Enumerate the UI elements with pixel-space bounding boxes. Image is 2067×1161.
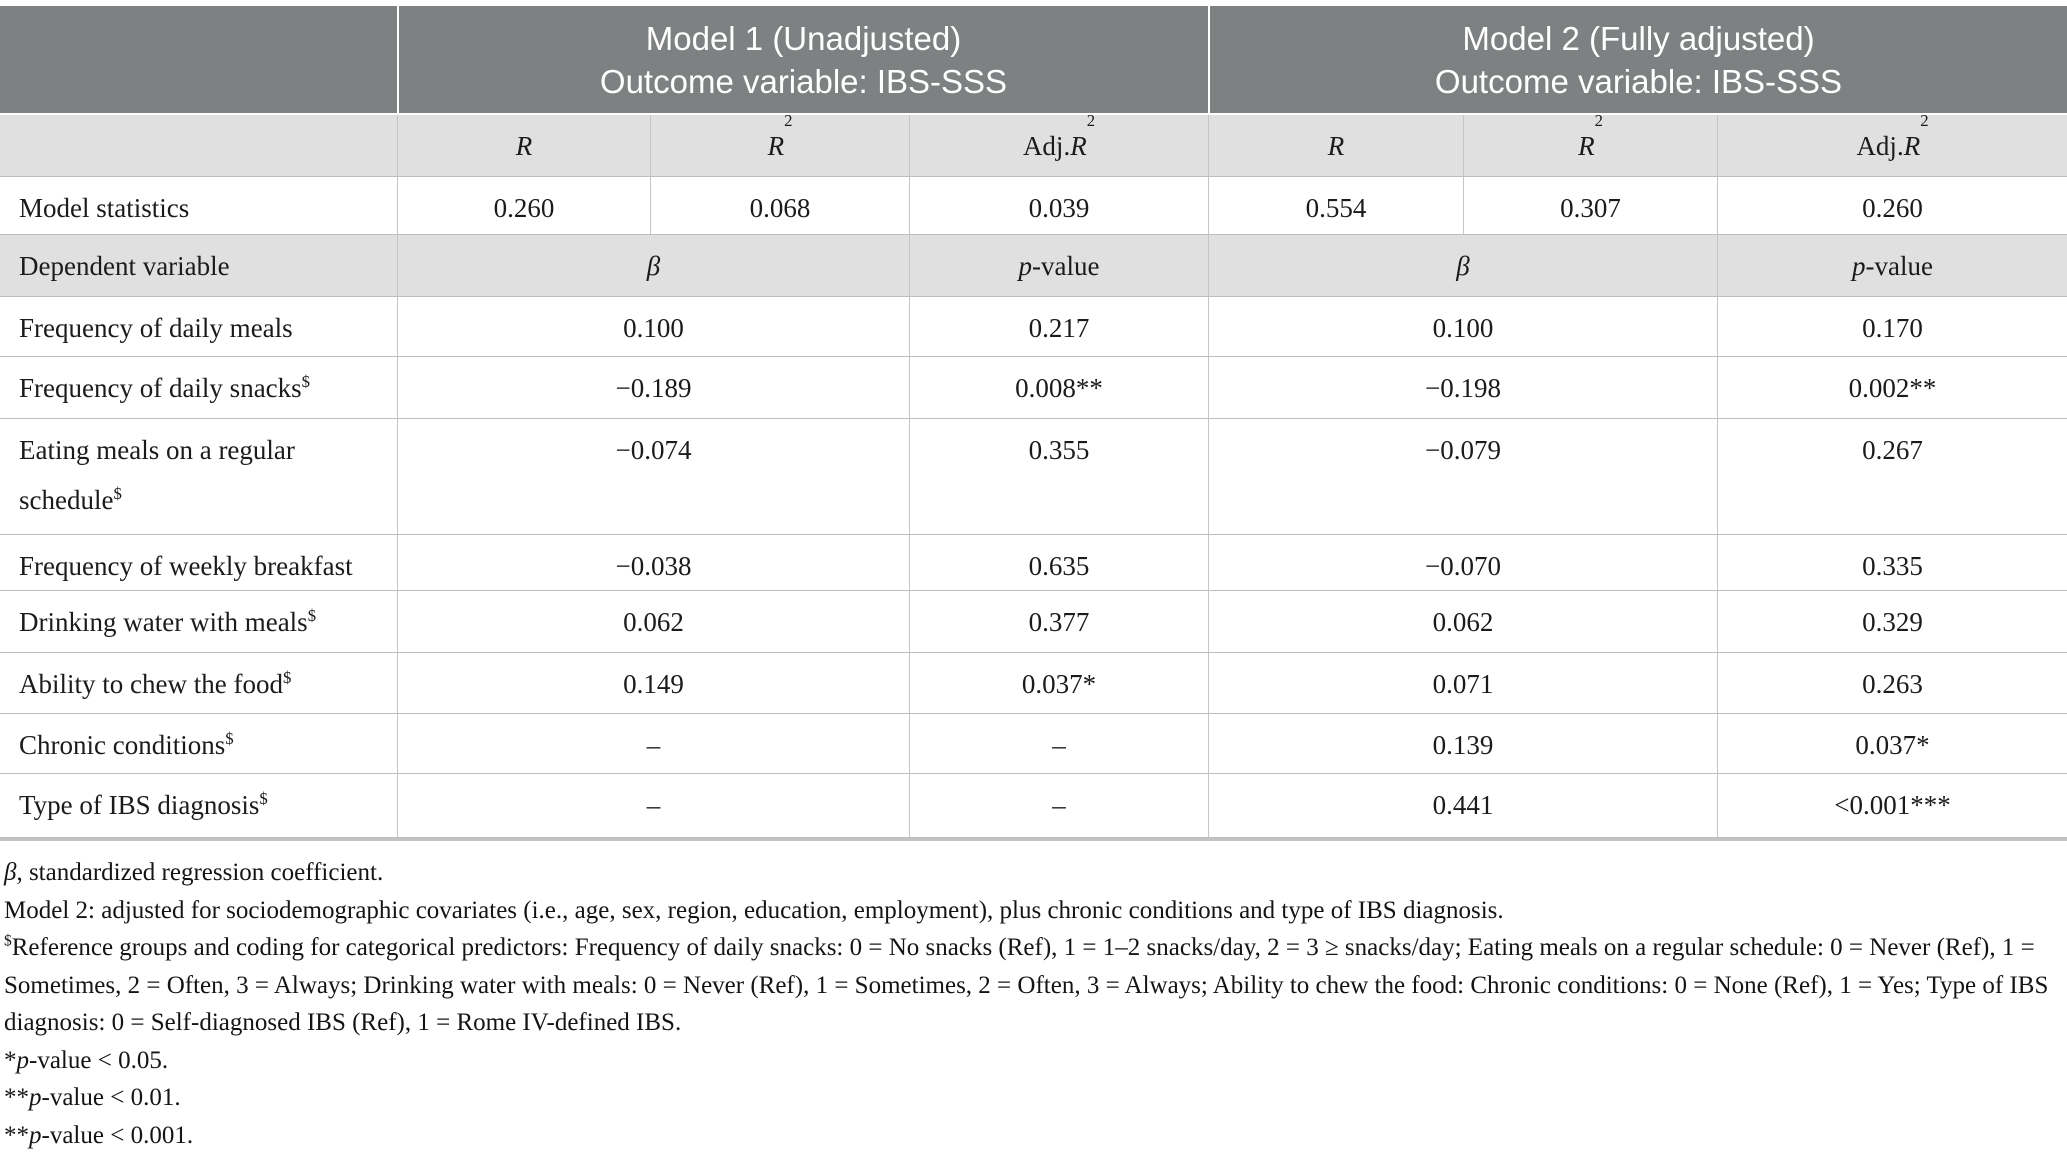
- p-value-cell: 0.037*: [909, 653, 1208, 713]
- footnote-marker: $: [307, 606, 317, 625]
- p-value-cell: 0.335: [1717, 535, 2067, 591]
- beta-cell: 0.062: [397, 591, 909, 652]
- table-row: Drinking water with meals$ 0.062 0.377 0.06…: [0, 591, 2067, 653]
- beta-cell: 0.100: [397, 297, 909, 356]
- header-band-corner: [0, 6, 397, 113]
- row-label: Type of IBS diagnosis$: [19, 789, 268, 820]
- row-label: Drinking water with meals$: [19, 606, 317, 637]
- footnote-line: **p-value < 0.01.: [4, 1084, 181, 1111]
- beta-cell: −0.189: [397, 357, 909, 418]
- row-label: Ability to chew the food$: [19, 668, 292, 699]
- beta-cell: 0.149: [397, 653, 909, 713]
- footnote-marker: $: [113, 484, 122, 503]
- table-row: Frequency of daily meals 0.100 0.217 0.100 0…: [0, 297, 2067, 357]
- p-value-cell: <0.001***: [1717, 774, 2067, 837]
- footnote-marker: $: [225, 729, 234, 748]
- adjr2-value-m1: 0.039: [909, 177, 1208, 234]
- regression-table-figure: Model 1 (Unadjusted) Outcome variable: I…: [0, 6, 2067, 1161]
- r-value-m2: 0.554: [1208, 177, 1463, 234]
- row-label: Frequency of daily meals: [19, 313, 293, 343]
- col-header-r-m2: R: [1208, 115, 1463, 176]
- p-value-header-m1: p -value: [909, 235, 1208, 296]
- p-value-header-m2: p -value: [1717, 235, 2067, 296]
- beta-cell: −0.198: [1208, 357, 1717, 418]
- p-value-cell: 0.635: [909, 535, 1208, 591]
- p-value-cell: 0.037*: [1717, 714, 2067, 773]
- table-row: Type of IBS diagnosis$ – –0.441 <0.001***: [0, 774, 2067, 838]
- row-label: Frequency of daily snacks$: [19, 372, 311, 403]
- beta-cell: −0.070: [1208, 535, 1717, 591]
- beta-cell: 0.139: [1208, 714, 1717, 773]
- beta-cell: −0.079: [1208, 419, 1717, 534]
- table-row: Frequency of weekly breakfast −0.038 0.635…: [0, 535, 2067, 591]
- footnote-line: *p-value < 0.05.: [4, 1046, 169, 1074]
- model-stats-row: Model statistics 0.260 0.068 0.039 0.554…: [0, 177, 2067, 235]
- p-value-cell: 0.377: [909, 591, 1208, 652]
- p-value-cell: 0.329: [1717, 591, 2067, 652]
- beta-cell: –: [397, 774, 909, 837]
- beta-cell: −0.074: [397, 419, 909, 534]
- p-value-cell: 0.263: [1717, 653, 2067, 713]
- beta-cell: 0.071: [1208, 653, 1717, 713]
- p-value-cell: 0.267: [1717, 419, 2067, 534]
- r2-value-m1: 0.068: [650, 177, 909, 234]
- footnote-marker: $: [282, 668, 292, 687]
- footnotes: β, standardized regression coefficient. M…: [0, 841, 2067, 1154]
- model1-title: Model 1 (Unadjusted): [645, 19, 962, 57]
- model2-subtitle: Outcome variable: IBS-SSS: [1434, 62, 1843, 100]
- p-value-cell: 0.217: [909, 297, 1208, 356]
- p-value-cell: 0.355: [909, 419, 1208, 534]
- row-label: Eating meals on a regular schedule$: [19, 435, 295, 515]
- footnote-line: Model 2: adjusted for sociodemographic c…: [4, 896, 1504, 924]
- stat-header-spacer: [0, 115, 397, 176]
- table-row: Chronic conditions$ – –0.139 0.037*: [0, 714, 2067, 774]
- beta-cell: –: [397, 714, 909, 773]
- dep-variable-label: Dependent variable: [19, 251, 230, 281]
- table-row: Frequency of daily snacks$ −0.189 0.008** −…: [0, 357, 2067, 419]
- p-value-cell: 0.002**: [1717, 357, 2067, 418]
- model2-title: Model 2 (Fully adjusted): [1462, 19, 1815, 57]
- adjr2-value-m2: 0.260: [1717, 177, 2067, 234]
- row-label: Model statistics: [19, 193, 190, 223]
- col-header-r-m1: R: [397, 115, 650, 176]
- beta-header-m1: β: [397, 235, 909, 296]
- table-row: Eating meals on a regular schedule$ −0.07…: [0, 419, 2067, 535]
- footnote-line: $Reference groups and coding for categor…: [4, 932, 2049, 1036]
- p-value-cell: 0.170: [1717, 297, 2067, 356]
- table-body: Frequency of daily meals 0.100 0.217 0.100 0…: [0, 297, 2067, 838]
- footnote-line: **p-value < 0.001.: [4, 1121, 194, 1149]
- header-band: Model 1 (Unadjusted) Outcome variable: I…: [0, 6, 2067, 115]
- regression-table: Model 1 (Unadjusted) Outcome variable: I…: [0, 6, 2067, 841]
- p-value-cell: –: [909, 774, 1208, 837]
- beta-cell: 0.441: [1208, 774, 1717, 837]
- beta-cell: 0.062: [1208, 591, 1717, 652]
- dep-header-row: Dependent variable β p -value β p -value: [0, 235, 2067, 297]
- row-label: Chronic conditions$: [19, 729, 234, 760]
- table-row: Ability to chew the food$ 0.149 0.037* 0.07…: [0, 653, 2067, 714]
- row-label: Frequency of weekly breakfast: [19, 551, 353, 581]
- p-value-cell: –: [909, 714, 1208, 773]
- beta-header-m2: β: [1208, 235, 1717, 296]
- beta-cell: 0.100: [1208, 297, 1717, 356]
- model1-subtitle: Outcome variable: IBS-SSS: [599, 62, 1008, 100]
- r-value-m1: 0.260: [397, 177, 650, 234]
- footnote-line: β, standardized regression coefficient.: [4, 859, 384, 886]
- beta-cell: −0.038: [397, 535, 909, 591]
- model2-header: Model 2 (Fully adjusted) Outcome variabl…: [1208, 6, 2067, 113]
- p-value-cell: 0.008**: [909, 357, 1208, 418]
- footnote-marker: $: [301, 372, 311, 391]
- model1-header: Model 1 (Unadjusted) Outcome variable: I…: [397, 6, 1208, 113]
- r2-value-m2: 0.307: [1463, 177, 1717, 234]
- footnote-marker: $: [259, 789, 268, 808]
